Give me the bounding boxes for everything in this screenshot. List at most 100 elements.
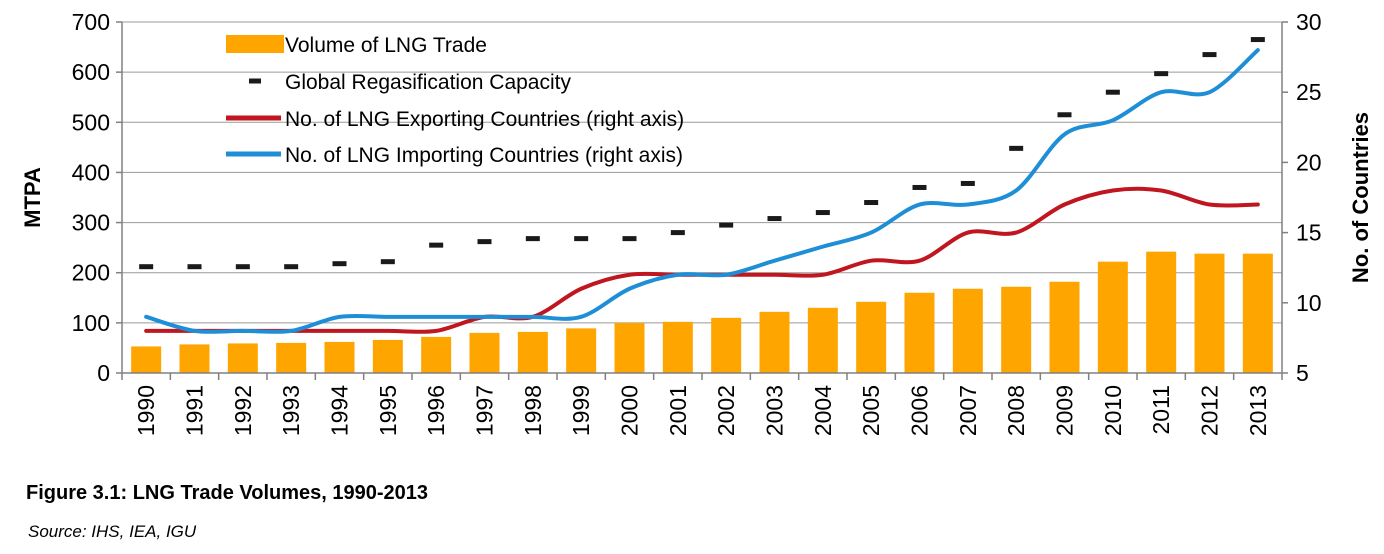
left-tick-label: 600	[72, 59, 110, 85]
x-tick-label-1998: 1998	[520, 385, 546, 436]
x-tick-label-1994: 1994	[327, 385, 353, 436]
regas-marker-2010	[1105, 89, 1120, 95]
left-tick-label: 300	[72, 210, 110, 236]
legend-label: Volume of LNG Trade	[285, 34, 487, 57]
regas-marker-2008	[1009, 145, 1024, 151]
regas-marker-2013	[1250, 37, 1265, 43]
right-tick-label: 25	[1296, 79, 1322, 105]
regas-marker-2009	[1057, 112, 1072, 118]
regas-marker-2007	[960, 180, 975, 186]
bar-2008	[1001, 286, 1032, 373]
x-tick-label-2004: 2004	[810, 385, 836, 436]
bar-2006	[904, 292, 935, 373]
bar-2003	[759, 311, 790, 373]
right-tick-label: 30	[1296, 9, 1322, 35]
bar-2005	[856, 301, 887, 373]
x-tick-label-2011: 2011	[1148, 385, 1174, 434]
bar-1994	[324, 341, 355, 373]
x-tick-label-2005: 2005	[858, 385, 884, 436]
left-tick-label: 700	[72, 9, 110, 35]
legend-swatch-marker	[249, 78, 261, 84]
regas-marker-2002	[719, 222, 734, 228]
axis-labels: 0 100 200 300 400 500 600 700 5 10 15 20 25 30 1990 199…	[20, 9, 1373, 436]
regas-marker-1995	[380, 259, 395, 265]
bar-2007	[952, 288, 983, 373]
bar-1995	[372, 339, 403, 373]
bar-2004	[807, 307, 838, 373]
regas-marker-2000	[622, 236, 637, 242]
bar-2011	[1146, 251, 1177, 373]
x-tick-label-2010: 2010	[1100, 385, 1126, 436]
y-left-axis-title: MTPA	[20, 167, 45, 228]
bar-2010	[1097, 261, 1128, 373]
left-tick-label: 100	[72, 310, 110, 336]
x-tick-label-2008: 2008	[1003, 385, 1029, 436]
exporting-countries-line	[144, 186, 1260, 334]
lng-trade-chart: Volume of LNG Trade Global Regasification…	[20, 9, 1373, 436]
regas-marker-2011	[1154, 71, 1169, 77]
regas-marker-1992	[235, 264, 250, 270]
x-tick-label-1993: 1993	[278, 385, 304, 436]
x-tick-label-2013: 2013	[1245, 385, 1271, 436]
regas-marker-1999	[574, 236, 589, 242]
gridlines	[122, 21, 1282, 324]
bar-2012	[1194, 253, 1225, 373]
x-tick-label-2003: 2003	[762, 385, 788, 436]
bar-2000	[614, 322, 645, 373]
left-tick-label: 500	[72, 109, 110, 135]
regas-marker-1993	[284, 264, 299, 270]
axes	[116, 21, 1288, 380]
x-tick-label-2012: 2012	[1197, 385, 1223, 436]
x-tick-label-2007: 2007	[955, 385, 981, 436]
x-tick-label-1992: 1992	[230, 385, 256, 436]
bar-1999	[566, 328, 597, 373]
x-tick-label-2009: 2009	[1052, 385, 1078, 436]
regas-marker-2005	[864, 200, 879, 206]
figure-source: Source: IHS, IEA, IGU	[28, 522, 197, 541]
bar-2009	[1049, 281, 1080, 373]
y-right-axis-title: No. of Countries	[1348, 112, 1373, 283]
bar-2002	[711, 317, 742, 373]
x-tick-label-1995: 1995	[375, 385, 401, 436]
bar-1992	[227, 343, 258, 373]
legend-label: Global Regasification Capacity	[285, 71, 571, 94]
regas-marker-2004	[815, 210, 830, 216]
x-tick-label-2006: 2006	[907, 385, 933, 436]
regas-marker-2012	[1202, 52, 1217, 58]
bar-1993	[276, 342, 307, 373]
legend-label: No. of LNG Importing Countries (right ax…	[285, 144, 683, 167]
bar-1997	[469, 332, 500, 373]
regas-marker-2003	[767, 216, 782, 222]
regas-marker-1991	[187, 264, 202, 270]
left-tick-label: 0	[97, 360, 110, 386]
regas-marker-2001	[670, 230, 685, 236]
right-tick-label: 20	[1296, 149, 1322, 175]
x-tick-label-2002: 2002	[713, 385, 739, 436]
left-tick-label: 400	[72, 159, 110, 185]
bar-1996	[421, 336, 452, 373]
x-tick-label-2000: 2000	[617, 385, 643, 436]
right-tick-label: 5	[1296, 360, 1309, 386]
x-tick-label-2001: 2001	[665, 385, 691, 436]
importing-countries-line	[144, 48, 1260, 334]
x-tick-label-1990: 1990	[133, 385, 159, 436]
x-tick-label-1991: 1991	[182, 385, 208, 436]
bar-1991	[179, 344, 210, 373]
regas-marker-1997	[477, 239, 492, 245]
markers-regasification-capacity	[139, 37, 1265, 270]
regas-marker-1994	[332, 261, 347, 267]
figure-caption: Figure 3.1: LNG Trade Volumes, 1990-2013	[26, 482, 429, 504]
legend-label: No. of LNG Exporting Countries (right ax…	[285, 108, 684, 131]
legend-swatch-bar	[226, 35, 284, 53]
country-lines	[144, 48, 1260, 334]
x-tick-label-1996: 1996	[423, 385, 449, 436]
legend: Volume of LNG Trade Global Regasification…	[226, 34, 684, 167]
regas-marker-2006	[912, 184, 927, 190]
bar-2001	[662, 321, 693, 373]
left-tick-label: 200	[72, 260, 110, 286]
regas-marker-1998	[525, 236, 540, 242]
x-tick-label-1997: 1997	[472, 385, 498, 436]
bar-1998	[517, 331, 548, 373]
right-tick-label: 15	[1296, 220, 1322, 246]
